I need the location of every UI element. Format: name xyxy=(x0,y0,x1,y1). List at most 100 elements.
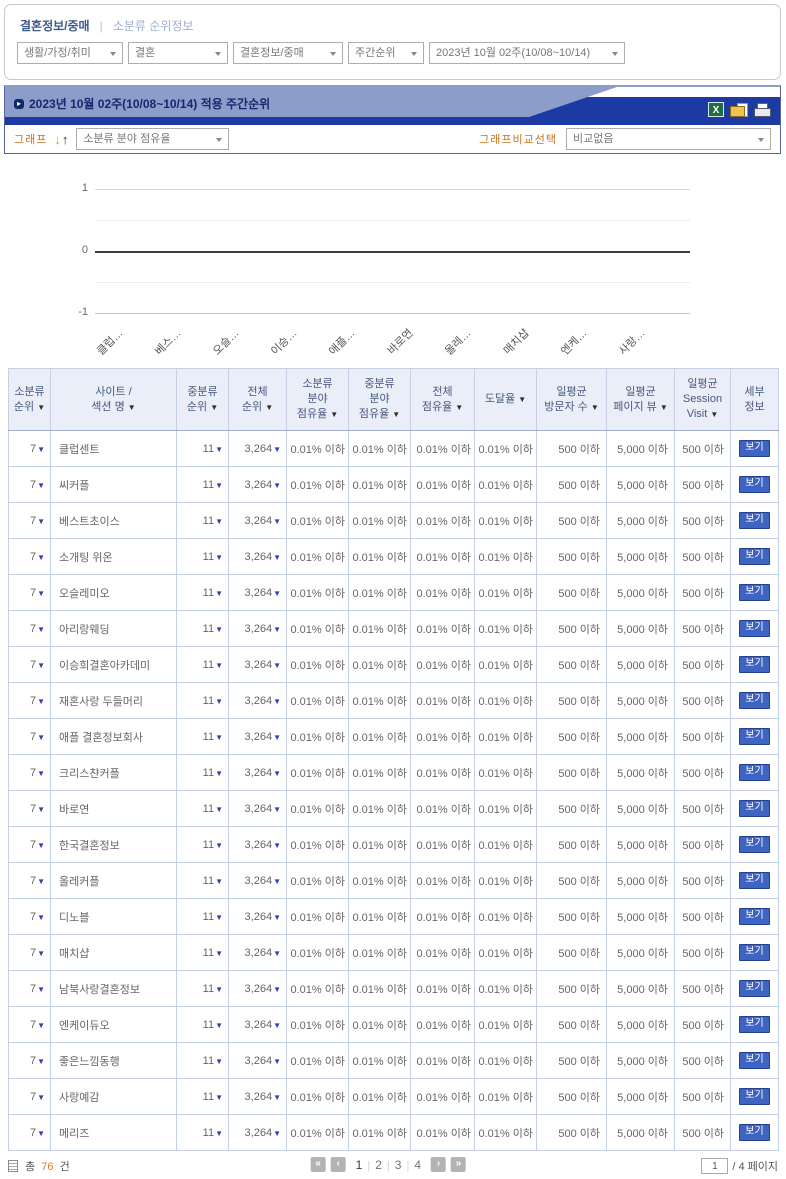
value-down-icon: ▼ xyxy=(215,444,223,454)
view-details-button[interactable]: 보기 xyxy=(739,620,770,637)
page-number-2[interactable]: 2 xyxy=(375,1157,382,1172)
chevron-down-icon xyxy=(110,52,116,56)
column-header-11[interactable]: 일평균 Session Visit ▼ xyxy=(674,368,731,431)
cell-pageviews: 5,000 이하 xyxy=(606,718,675,755)
value-down-icon: ▼ xyxy=(215,768,223,778)
ranking-table: 소분류 순위 ▼ 사이트 / 섹션 명 ▼ 중분류 순위 ▼ 전체 순위 ▼ 소분류 분야 점유율 … xyxy=(8,368,779,1151)
ranking-panel-header: ▸ 2023년 10월 02주(10/08~10/14) 적용 주간순위 그래프… xyxy=(4,85,781,154)
table-row: 7▼ 좋은느낌동행 11▼ 3,264▼ 0.01% 이하 0.01% 이하 0.01% 이… xyxy=(8,1042,779,1079)
cell-site: 엔케이듀오 xyxy=(50,1006,177,1043)
cell-sub_share: 0.01% 이하 xyxy=(286,574,349,611)
view-details-button[interactable]: 보기 xyxy=(739,692,770,709)
filter-select-4[interactable]: 주간순위 xyxy=(348,42,424,64)
view-details-button[interactable]: 보기 xyxy=(739,872,770,889)
column-header-9[interactable]: 일평균 방문자 수 ▼ xyxy=(536,368,607,431)
value-down-icon: ▼ xyxy=(215,876,223,886)
cell-reach: 0.01% 이하 xyxy=(474,430,537,467)
column-header-10[interactable]: 일평균 페이지 뷰 ▼ xyxy=(606,368,675,431)
subcategory-rank-link[interactable]: 소분류 순위정보 xyxy=(112,19,194,33)
cell-total_rank: 3,264▼ xyxy=(228,538,287,575)
sort-descending-icon: ▼ xyxy=(265,402,274,412)
cell-mid_share: 0.01% 이하 xyxy=(348,1078,411,1115)
page-number-4[interactable]: 4 xyxy=(414,1157,422,1172)
column-header-12[interactable]: 세부 정보 xyxy=(730,368,779,431)
cell-session: 500 이하 xyxy=(674,538,731,575)
cell-rank: 7▼ xyxy=(8,826,51,863)
view-details-button[interactable]: 보기 xyxy=(739,656,770,673)
view-details-button[interactable]: 보기 xyxy=(739,512,770,529)
excel-export-icon[interactable] xyxy=(708,102,724,117)
view-details-button[interactable]: 보기 xyxy=(739,944,770,961)
next-page-button[interactable]: › xyxy=(431,1157,447,1172)
filter-select-3[interactable]: 결혼정보/중매 xyxy=(233,42,343,64)
cell-session: 500 이하 xyxy=(674,718,731,755)
view-details-button[interactable]: 보기 xyxy=(739,440,770,457)
view-details-button[interactable]: 보기 xyxy=(739,548,770,565)
sort-descending-icon: ▼ xyxy=(659,402,668,412)
arrow-up-icon[interactable]: ↑ xyxy=(61,131,69,147)
column-header-3[interactable]: 중분류 순위 ▼ xyxy=(176,368,229,431)
column-header-1[interactable]: 소분류 순위 ▼ xyxy=(8,368,51,431)
column-header-2[interactable]: 사이트 / 섹션 명 ▼ xyxy=(50,368,177,431)
value-down-icon: ▼ xyxy=(215,912,223,922)
count-value: 76 xyxy=(41,1161,54,1173)
value-down-icon: ▼ xyxy=(215,948,223,958)
table-row: 7▼ 애플 결혼정보회사 11▼ 3,264▼ 0.01% 이하 0.01% 이하 0.01… xyxy=(8,718,779,755)
cell-visitors: 500 이하 xyxy=(536,682,607,719)
print-icon[interactable] xyxy=(754,103,771,117)
column-header-7[interactable]: 전체 점유율 ▼ xyxy=(410,368,475,431)
page-title: 결혼정보/중매 xyxy=(20,19,90,33)
cell-total_rank: 3,264▼ xyxy=(228,790,287,827)
view-details-button[interactable]: 보기 xyxy=(739,1052,770,1069)
value-down-icon: ▼ xyxy=(273,552,281,562)
cell-session: 500 이하 xyxy=(674,466,731,503)
cell-detail: 보기 xyxy=(730,466,779,503)
table-row: 7▼ 클럽센트 11▼ 3,264▼ 0.01% 이하 0.01% 이하 0.01% 이하 0… xyxy=(8,430,779,467)
first-page-button[interactable]: « xyxy=(310,1157,326,1172)
value-down-icon: ▼ xyxy=(273,588,281,598)
filter-select-1[interactable]: 생활/가정/취미 xyxy=(17,42,123,64)
view-details-button[interactable]: 보기 xyxy=(739,836,770,853)
cell-sub_share: 0.01% 이하 xyxy=(286,862,349,899)
page-number-1[interactable]: 1 xyxy=(355,1157,363,1172)
view-details-button[interactable]: 보기 xyxy=(739,1088,770,1105)
view-details-button[interactable]: 보기 xyxy=(739,764,770,781)
cell-total_share: 0.01% 이하 xyxy=(410,898,475,935)
sort-direction-icons: ↓↑ xyxy=(54,132,68,147)
value-down-icon: ▼ xyxy=(273,696,281,706)
view-details-button[interactable]: 보기 xyxy=(739,728,770,745)
filter-select-5[interactable]: 2023년 10월 02주(10/08~10/14) xyxy=(429,42,625,64)
page-input[interactable] xyxy=(701,1158,729,1174)
cell-total_rank: 3,264▼ xyxy=(228,682,287,719)
page-number-3[interactable]: 3 xyxy=(394,1157,402,1172)
filter-select-2[interactable]: 결혼 xyxy=(128,42,228,64)
email-icon[interactable] xyxy=(730,103,748,117)
cell-site: 매치샵 xyxy=(50,934,177,971)
view-details-button[interactable]: 보기 xyxy=(739,476,770,493)
column-header-6[interactable]: 중분류 분야 점유율 ▼ xyxy=(348,368,411,431)
cell-total_rank: 3,264▼ xyxy=(228,826,287,863)
view-details-button[interactable]: 보기 xyxy=(739,800,770,817)
cell-pageviews: 5,000 이하 xyxy=(606,862,675,899)
cell-mid_share: 0.01% 이하 xyxy=(348,862,411,899)
view-details-button[interactable]: 보기 xyxy=(739,980,770,997)
value-down-icon: ▼ xyxy=(273,768,281,778)
view-details-button[interactable]: 보기 xyxy=(739,1016,770,1033)
view-details-button[interactable]: 보기 xyxy=(739,584,770,601)
cell-reach: 0.01% 이하 xyxy=(474,718,537,755)
graph-compare-select[interactable]: 비교없음 xyxy=(566,128,771,150)
graph-metric-select[interactable]: 소분류 분야 점유율 xyxy=(76,128,230,150)
cell-total_rank: 3,264▼ xyxy=(228,1042,287,1079)
column-header-5[interactable]: 소분류 분야 점유율 ▼ xyxy=(286,368,349,431)
cell-pageviews: 5,000 이하 xyxy=(606,1114,675,1151)
cell-visitors: 500 이하 xyxy=(536,970,607,1007)
last-page-button[interactable]: » xyxy=(451,1157,467,1172)
view-details-button[interactable]: 보기 xyxy=(739,908,770,925)
view-details-button[interactable]: 보기 xyxy=(739,1124,770,1141)
cell-visitors: 500 이하 xyxy=(536,934,607,971)
prev-page-button[interactable]: ‹ xyxy=(330,1157,346,1172)
column-header-8[interactable]: 도달율 ▼ xyxy=(474,368,537,431)
column-header-4[interactable]: 전체 순위 ▼ xyxy=(228,368,287,431)
arrow-down-icon[interactable]: ↓ xyxy=(54,131,61,147)
cell-sub_share: 0.01% 이하 xyxy=(286,1078,349,1115)
